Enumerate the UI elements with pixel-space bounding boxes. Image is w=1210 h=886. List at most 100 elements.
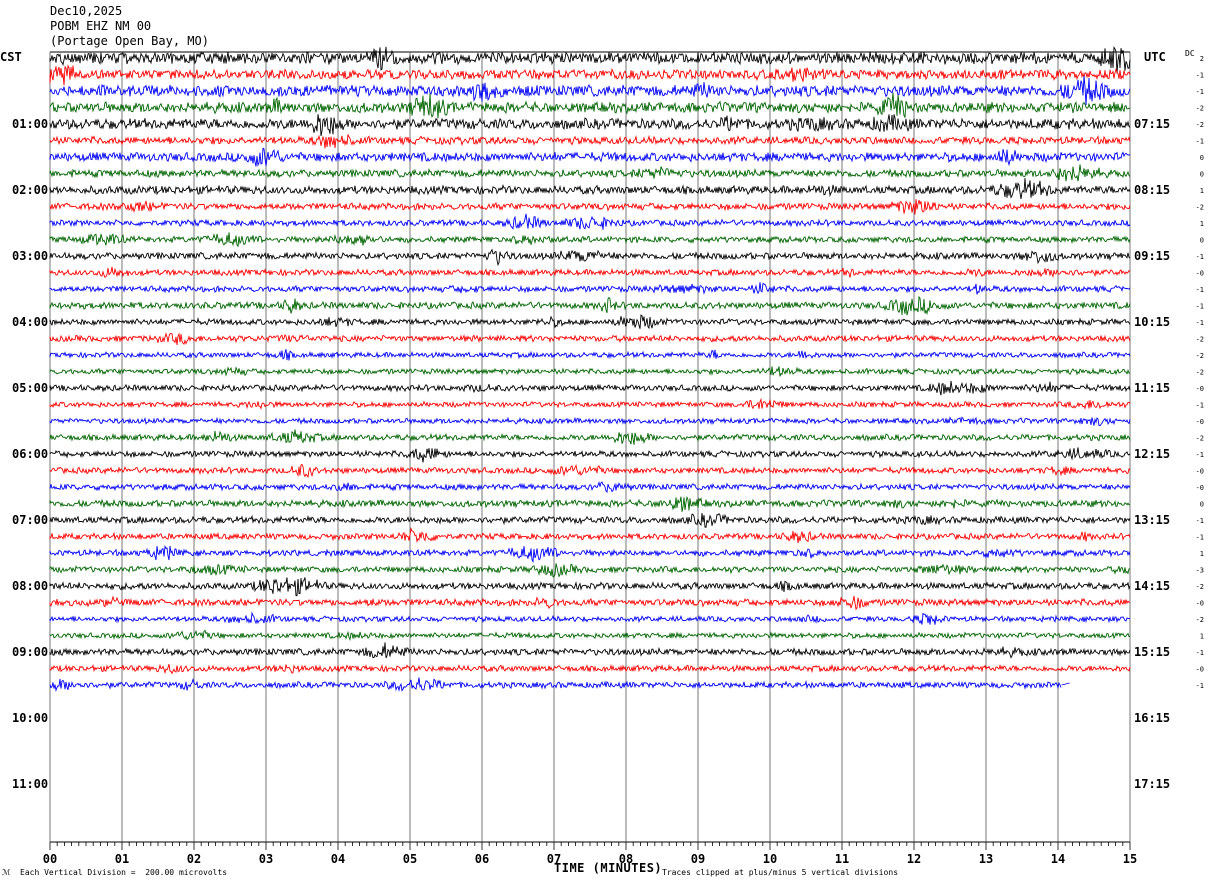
dc-offset-label: -1 xyxy=(1196,682,1204,690)
trace-line xyxy=(49,164,1131,182)
trace-line xyxy=(49,512,1131,528)
dc-offset-label: 0 xyxy=(1200,501,1204,509)
trace-line xyxy=(49,248,1131,267)
trace-line xyxy=(49,577,1131,597)
x-axis-title: TIME (MINUTES) xyxy=(554,861,663,875)
trace-line xyxy=(49,349,1131,361)
cst-label: CST xyxy=(0,50,22,64)
cst-hour-label: 10:00 xyxy=(12,711,48,725)
dc-offset-label: 1 xyxy=(1200,187,1204,195)
x-tick-label: 10 xyxy=(763,852,777,866)
cst-hour-label: 08:00 xyxy=(12,579,48,593)
trace-line xyxy=(49,611,1131,625)
dc-offset-label: -2 xyxy=(1196,121,1204,129)
cst-hour-label: 01:00 xyxy=(12,117,48,131)
trace-line xyxy=(49,595,1131,611)
trace-line xyxy=(49,545,1131,564)
trace-line xyxy=(49,663,1131,675)
cst-hour-label: 07:00 xyxy=(12,513,48,527)
dc-offset-label: -1 xyxy=(1196,451,1204,459)
cst-hour-label: 09:00 xyxy=(12,645,48,659)
dc-offset-label: -1 xyxy=(1196,253,1204,261)
cst-hour-label: 06:00 xyxy=(12,447,48,461)
dc-offset-label: -2 xyxy=(1196,583,1204,591)
dc-label: DC xyxy=(1185,49,1195,58)
x-tick-label: 04 xyxy=(331,852,345,866)
dc-offset-label: 1 xyxy=(1200,633,1204,641)
cst-hour-label: 05:00 xyxy=(12,381,48,395)
clip-note: Traces clipped at plus/minus 5 vertical … xyxy=(662,868,899,877)
utc-hour-label: 10:15 xyxy=(1134,315,1170,329)
trace-line xyxy=(49,480,1131,493)
dc-offset-label: -0 xyxy=(1196,666,1204,674)
x-tick-label: 06 xyxy=(475,852,489,866)
trace-line xyxy=(49,642,1131,659)
cst-hour-label: 03:00 xyxy=(12,249,48,263)
dc-offset-label: -0 xyxy=(1196,270,1204,278)
trace-line xyxy=(49,232,1131,248)
dc-offset-label: -1 xyxy=(1196,319,1204,327)
x-tick-label: 11 xyxy=(835,852,849,866)
trace-line xyxy=(49,495,1131,512)
utc-hour-label: 08:15 xyxy=(1134,183,1170,197)
trace-line xyxy=(49,563,1130,578)
trace-line xyxy=(49,114,1131,137)
trace-line xyxy=(49,380,1131,396)
trace-line xyxy=(49,397,1131,410)
trace-line xyxy=(49,332,1131,345)
dc-offset-label: -1 xyxy=(1196,517,1204,525)
dc-offset-label: 2 xyxy=(1200,55,1204,63)
utc-hour-label: 16:15 xyxy=(1134,711,1170,725)
dc-offset-label: -3 xyxy=(1196,567,1204,575)
trace-line xyxy=(49,64,1131,86)
dc-offset-label: -2 xyxy=(1196,369,1204,377)
division-note: Each Vertical Division = 200.00 microvol… xyxy=(20,868,228,877)
dc-offset-label: 0 xyxy=(1200,171,1204,179)
dc-offset-label: -0 xyxy=(1196,385,1204,393)
trace-line xyxy=(49,526,1131,544)
trace-line xyxy=(49,266,1131,279)
trace-line xyxy=(49,314,1131,330)
logo-mark: ℳ xyxy=(2,868,11,877)
x-tick-label: 12 xyxy=(907,852,921,866)
dc-offset-label: -2 xyxy=(1196,105,1204,113)
dc-offset-label: 1 xyxy=(1200,220,1204,228)
trace-line xyxy=(49,282,1131,295)
x-tick-label: 09 xyxy=(691,852,705,866)
cst-hour-label: 02:00 xyxy=(12,183,48,197)
trace-line xyxy=(49,463,1131,479)
location-label: (Portage Open Bay, MO) xyxy=(50,34,209,48)
x-tick-label: 14 xyxy=(1051,852,1065,866)
trace-line xyxy=(49,629,1130,641)
dc-offset-label: 0 xyxy=(1200,154,1204,162)
dc-offset-label: -1 xyxy=(1196,649,1204,657)
x-tick-label: 03 xyxy=(259,852,273,866)
date-label: Dec10,2025 xyxy=(50,4,123,18)
x-tick-label: 07 xyxy=(547,852,561,866)
dc-offset-label: -2 xyxy=(1196,336,1204,344)
trace-line xyxy=(49,75,1131,106)
dc-offset-label: -1 xyxy=(1196,286,1204,294)
x-tick-label: 02 xyxy=(187,852,201,866)
x-tick-label: 05 xyxy=(403,852,417,866)
cst-hour-label: 11:00 xyxy=(12,777,48,791)
dc-offset-label: -1 xyxy=(1196,402,1204,410)
x-tick-label: 01 xyxy=(115,852,129,866)
utc-hour-label: 12:15 xyxy=(1134,447,1170,461)
dc-offset-label: -2 xyxy=(1196,616,1204,624)
dc-offset-label: -0 xyxy=(1196,484,1204,492)
dc-offset-label: -2 xyxy=(1196,435,1204,443)
dc-offset-label: -1 xyxy=(1196,72,1204,80)
dc-offset-label: 0 xyxy=(1200,237,1204,245)
x-tick-label: 00 xyxy=(43,852,57,866)
trace-line xyxy=(49,178,1131,199)
utc-hour-label: 09:15 xyxy=(1134,249,1170,263)
trace-line xyxy=(49,213,1131,230)
x-tick-label: 15 xyxy=(1123,852,1137,866)
trace-line xyxy=(49,429,1131,445)
cst-hour-label: 04:00 xyxy=(12,315,48,329)
utc-hour-label: 17:15 xyxy=(1134,777,1170,791)
trace-line xyxy=(49,677,1062,693)
dc-offset-label: -1 xyxy=(1196,534,1204,542)
